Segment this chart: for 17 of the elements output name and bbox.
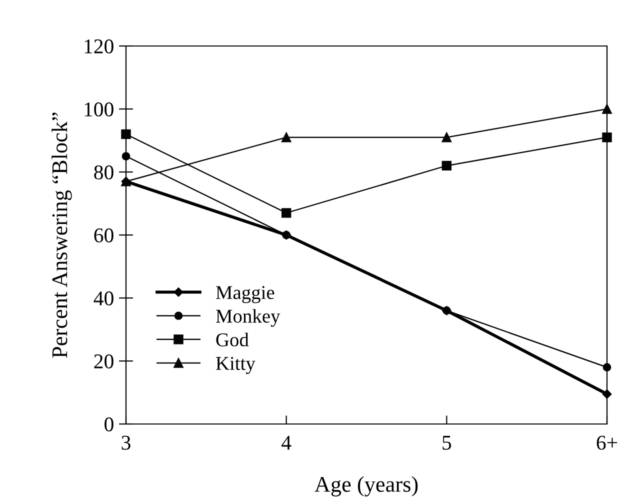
legend-label: Monkey (216, 309, 280, 327)
y-tick-label: 60 (94, 228, 114, 242)
x-tick-label: 5 (442, 436, 452, 450)
y-tick-label: 120 (84, 39, 114, 54)
x-tick-label: 6+ (596, 436, 618, 450)
x-tick-label: 4 (282, 436, 292, 450)
y-tick-label: 0 (104, 417, 114, 432)
legend-label: Maggie (216, 286, 274, 304)
y-tick-label: 80 (94, 165, 114, 180)
y-tick-label: 100 (84, 102, 114, 116)
y-tick-label: 40 (94, 291, 114, 306)
x-tick-label: 3 (122, 436, 130, 450)
legend-label: Kitty (216, 356, 256, 374)
y-tick-label: 20 (94, 354, 114, 368)
x-axis-title: Age (years) (314, 476, 418, 496)
y-axis-title: Percent Answering “Block” (52, 112, 72, 358)
legend-label: God (216, 332, 249, 346)
